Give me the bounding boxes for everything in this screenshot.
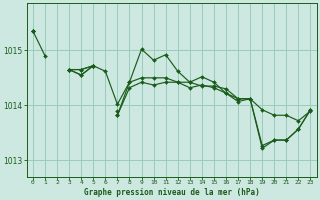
X-axis label: Graphe pression niveau de la mer (hPa): Graphe pression niveau de la mer (hPa) (84, 188, 260, 197)
